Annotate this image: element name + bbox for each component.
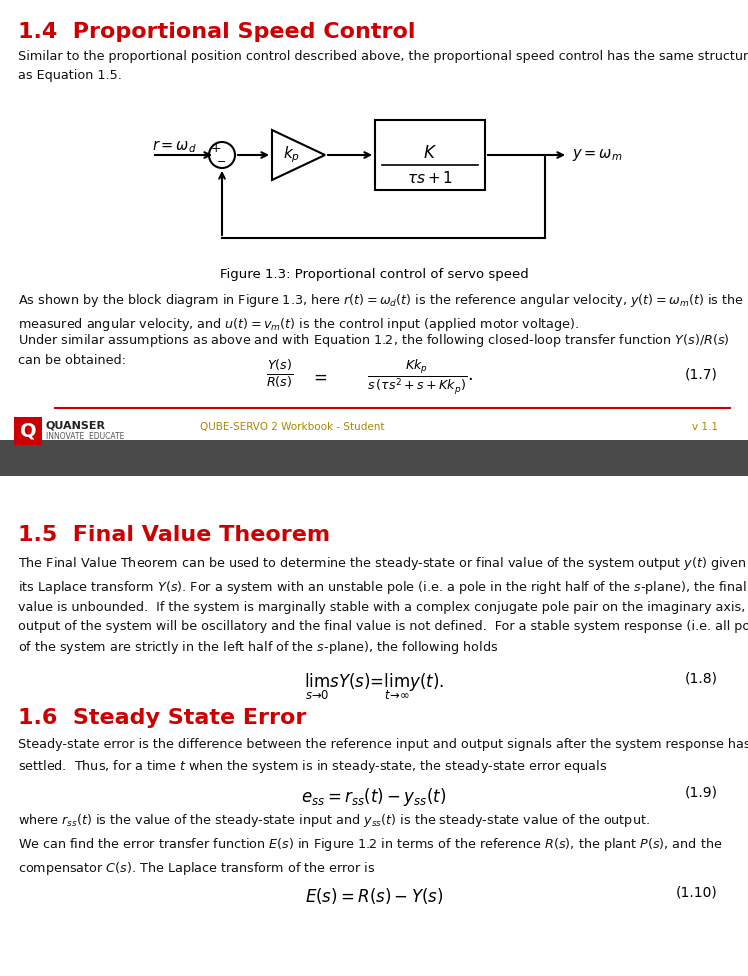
- Text: $y = \omega_m$: $y = \omega_m$: [572, 147, 622, 163]
- Text: v 1.1: v 1.1: [692, 422, 718, 432]
- Text: We can find the error transfer function $E(s)$ in Figure 1.2 in terms of the ref: We can find the error transfer function …: [18, 836, 723, 876]
- Text: INNOVATE  EDUCATE: INNOVATE EDUCATE: [46, 432, 124, 441]
- Text: Q: Q: [19, 422, 37, 440]
- Text: (1.9): (1.9): [685, 786, 718, 800]
- Text: 1.6  Steady State Error: 1.6 Steady State Error: [18, 708, 307, 728]
- Polygon shape: [272, 130, 325, 180]
- Bar: [0, 440, 748, 476]
- Text: QUANSER: QUANSER: [46, 420, 106, 430]
- Text: The Final Value Theorem can be used to determine the steady-state or final value: The Final Value Theorem can be used to d…: [18, 555, 748, 656]
- Text: where $r_{ss}(t)$ is the value of the steady-state input and $y_{ss}(t)$ is the : where $r_{ss}(t)$ is the value of the st…: [18, 812, 650, 829]
- Bar: [375, 120, 485, 190]
- Text: $\frac{Kk_p}{s\,(\tau s^2 + s + Kk_p)}.$: $\frac{Kk_p}{s\,(\tau s^2 + s + Kk_p)}.$: [367, 358, 473, 397]
- Text: Under similar assumptions as above and with Equation 1.2, the following closed-l: Under similar assumptions as above and w…: [18, 332, 729, 368]
- Text: Figure 1.3: Proportional control of servo speed: Figure 1.3: Proportional control of serv…: [220, 268, 528, 281]
- Text: As shown by the block diagram in Figure 1.3, here $r(t) = \omega_d(t)$ is the re: As shown by the block diagram in Figure …: [18, 292, 744, 333]
- Text: $K$: $K$: [423, 144, 437, 162]
- Text: (1.7): (1.7): [685, 368, 718, 382]
- Bar: [14, 417, 42, 445]
- Text: 1.5  Final Value Theorem: 1.5 Final Value Theorem: [18, 525, 330, 545]
- Text: 1.4  Proportional Speed Control: 1.4 Proportional Speed Control: [18, 22, 415, 42]
- Text: −: −: [218, 157, 227, 167]
- Text: Steady-state error is the difference between the reference input and output sign: Steady-state error is the difference bet…: [18, 738, 748, 775]
- Text: Similar to the proportional position control described above, the proportional s: Similar to the proportional position con…: [18, 50, 748, 82]
- Text: (1.8): (1.8): [685, 672, 718, 686]
- Text: $\tau s + 1$: $\tau s + 1$: [407, 170, 453, 186]
- Text: (1.10): (1.10): [676, 886, 718, 900]
- Text: $\lim_{s \to 0} s Y(s) = \lim_{t \to \infty} y(t).$: $\lim_{s \to 0} s Y(s) = \lim_{t \to \in…: [304, 672, 444, 702]
- Text: $r = \omega_d$: $r = \omega_d$: [152, 138, 197, 155]
- Text: $\frac{Y(s)}{R(s)}$: $\frac{Y(s)}{R(s)}$: [266, 358, 293, 389]
- Text: QUBE-SERVO 2 Workbook - Student: QUBE-SERVO 2 Workbook - Student: [200, 422, 384, 432]
- Text: $E(s) = R(s) - Y(s)$: $E(s) = R(s) - Y(s)$: [304, 886, 444, 906]
- Text: $e_{ss} = r_{ss}(t) - y_{ss}(t)$: $e_{ss} = r_{ss}(t) - y_{ss}(t)$: [301, 786, 447, 808]
- Text: +: +: [211, 142, 221, 155]
- Text: $k_p$: $k_p$: [283, 144, 301, 165]
- Text: $=$: $=$: [310, 368, 328, 386]
